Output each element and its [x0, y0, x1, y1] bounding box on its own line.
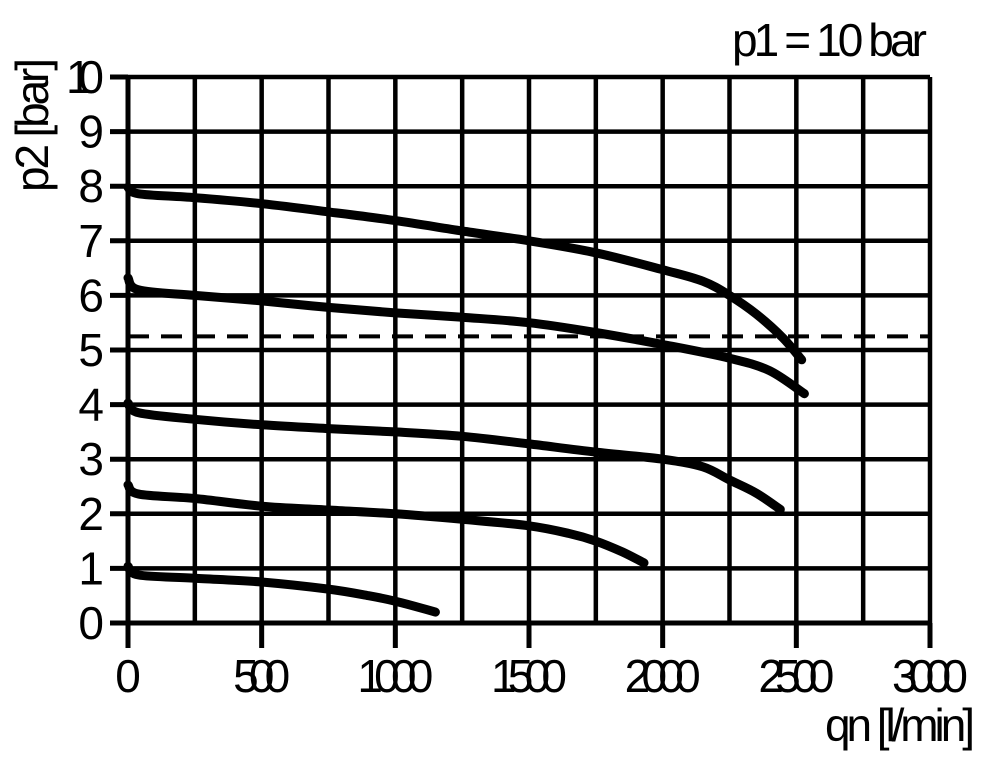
- curve-6bar: [123, 273, 809, 399]
- y-tick-label-9: 9: [78, 106, 104, 158]
- x-tick-label-0: 0: [115, 650, 141, 702]
- curve-8bar: [123, 182, 807, 365]
- curve-4bar: [123, 398, 785, 514]
- y-tick-label-1: 1: [78, 542, 104, 594]
- curve-1bar: [123, 561, 440, 617]
- x-tick-label-1500: 1500: [491, 650, 567, 702]
- x-tick-label-500: 500: [233, 650, 290, 702]
- x-tick-label-2500: 2500: [758, 650, 834, 702]
- x-tick-label-2000: 2000: [625, 650, 701, 702]
- y-axis-label: p2 [bar]: [6, 58, 58, 192]
- chart-title: p1 = 10 bar: [732, 14, 927, 66]
- y-tick-label-8: 8: [78, 160, 104, 212]
- y-tick-label-3: 3: [78, 433, 104, 485]
- y-tick-label-6: 6: [78, 269, 104, 321]
- curve-2bar: [123, 480, 649, 568]
- y-tick-label-10: 10: [66, 51, 104, 103]
- x-axis-label: qn [l/min]: [825, 699, 975, 751]
- y-tick-label-5: 5: [78, 324, 104, 376]
- y-tick-label-2: 2: [78, 488, 104, 540]
- x-tick-label-3000: 3000: [892, 650, 968, 702]
- y-tick-label-4: 4: [78, 379, 104, 431]
- y-tick-label-0: 0: [78, 597, 104, 649]
- y-tick-label-7: 7: [78, 215, 104, 267]
- x-tick-label-1000: 1000: [357, 650, 433, 702]
